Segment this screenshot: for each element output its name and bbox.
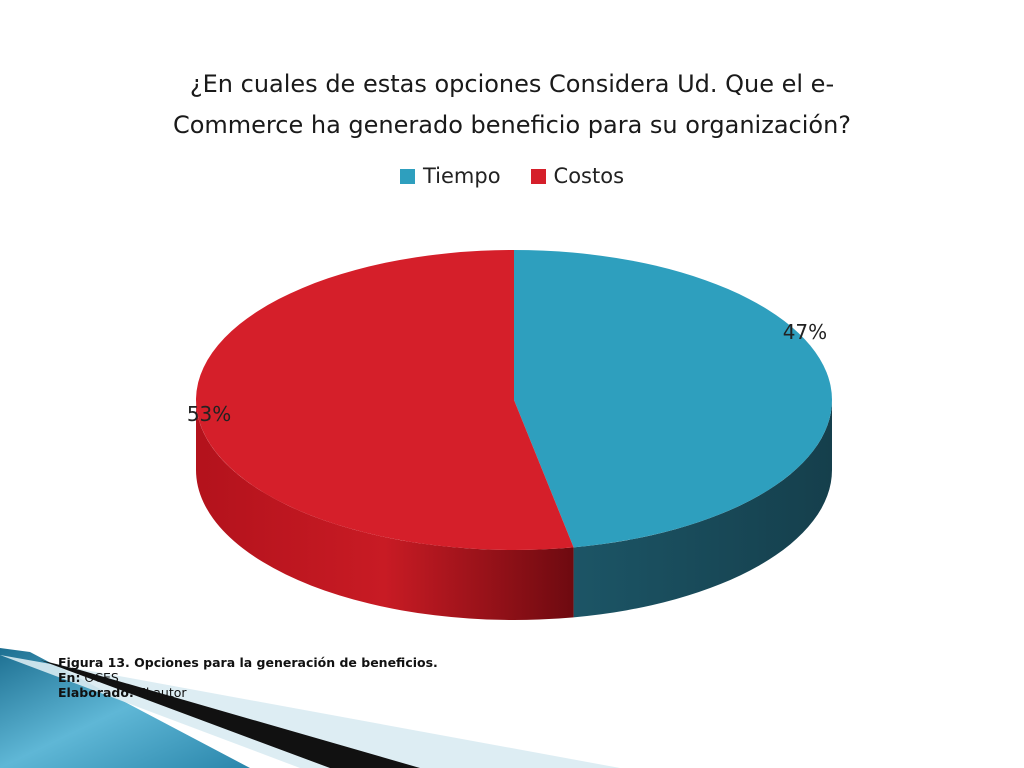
figure-caption: Figura 13. Opciones para la generación d… xyxy=(58,655,478,700)
caption-author-value: El autor xyxy=(137,685,187,700)
chart-title-line-1: ¿En cuales de estas opciones Considera U… xyxy=(189,70,835,98)
legend-item-costos: Costos xyxy=(530,164,625,188)
chart-title-line-2: Commerce ha generado beneficio para su o… xyxy=(172,111,852,139)
legend-label-tiempo: Tiempo xyxy=(422,164,501,188)
legend-item-tiempo: Tiempo xyxy=(399,164,501,188)
pie-side-costos xyxy=(196,400,574,620)
pie-slice-costos xyxy=(195,250,574,550)
pie-slice-tiempo xyxy=(514,250,832,548)
caption-source-label: En: xyxy=(58,670,81,685)
chart-legend: Tiempo Costos xyxy=(0,164,1024,188)
caption-figure: Figura 13. Opciones para la generación d… xyxy=(58,655,438,670)
legend-swatch-costos xyxy=(530,168,546,184)
caption-source-value: OCES xyxy=(84,670,119,685)
caption-author-label: Elaborado: xyxy=(58,685,134,700)
legend-swatch-tiempo xyxy=(399,168,415,184)
legend-label-costos: Costos xyxy=(553,164,625,188)
pie-label-costos: 53% xyxy=(187,402,231,426)
chart-title: ¿En cuales de estas opciones Considera U… xyxy=(112,64,912,146)
pie-side-tiempo xyxy=(573,400,832,618)
pie-label-tiempo: 47% xyxy=(783,320,827,344)
